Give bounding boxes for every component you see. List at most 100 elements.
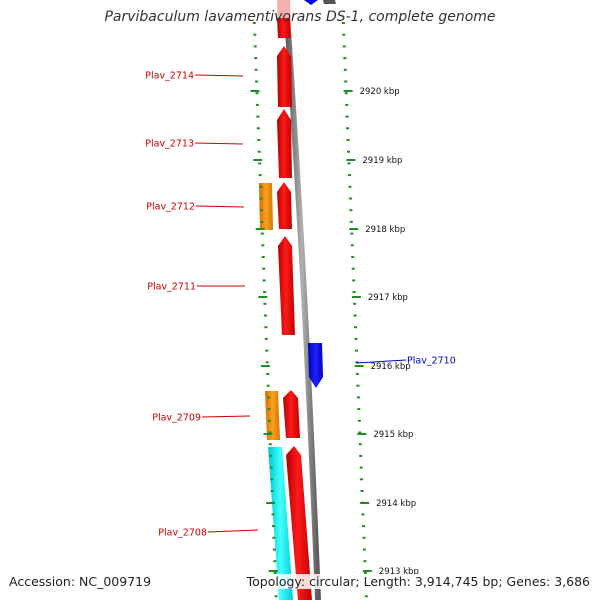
tick-label: 2914 kbp (376, 499, 416, 509)
minor-tick (268, 431, 272, 434)
minor-tick (255, 92, 259, 95)
gene-arrow-2711 (278, 236, 295, 335)
minor-tick (268, 443, 272, 446)
minor-tick (254, 68, 258, 71)
major-tick-right (354, 365, 364, 367)
minor-tick (362, 548, 366, 551)
minor-tick (262, 267, 266, 270)
minor-tick (347, 150, 350, 153)
gene-label[interactable]: Plav_2710 (407, 356, 456, 367)
gene-leader-line (201, 415, 251, 418)
minor-tick (351, 256, 355, 258)
minor-tick (346, 139, 350, 141)
minor-tick (359, 466, 363, 469)
minor-tick (342, 45, 346, 48)
minor-tick (262, 279, 266, 282)
minor-tick (259, 185, 263, 188)
gene-arrow-2712 (277, 182, 292, 229)
minor-tick (269, 466, 273, 469)
minor-tick (253, 33, 257, 36)
gene-label[interactable]: Plav_2708 (158, 528, 207, 539)
minor-tick (362, 536, 366, 539)
gene-leader-line (194, 74, 244, 77)
tick-label: 2919 kbp (362, 156, 402, 166)
gene-label[interactable]: Plav_2714 (145, 71, 194, 82)
minor-tick (343, 57, 347, 60)
major-tick-left (266, 502, 276, 504)
minor-tick (356, 384, 360, 387)
genome-backbone-top (323, 0, 336, 4)
minor-tick (258, 162, 262, 165)
major-tick-right (362, 570, 372, 572)
orange-feature-2709 (265, 391, 280, 440)
major-tick-left (258, 296, 268, 298)
minor-tick (349, 220, 353, 223)
minor-tick (364, 595, 368, 598)
minor-tick (267, 408, 271, 411)
gene-arrow-2713 (277, 109, 292, 178)
major-tick-left (260, 365, 270, 367)
genome-title: Parvibaculum lavamentivorans DS-1, compl… (104, 9, 496, 25)
right-minor-ticks (341, 22, 368, 598)
minor-tick (271, 513, 275, 516)
gene-arrow-2709 (283, 390, 300, 438)
minor-tick (353, 314, 357, 317)
minor-tick (354, 326, 357, 329)
minor-tick (266, 373, 270, 375)
gene-arrow-2708 (286, 446, 312, 600)
minor-tick (358, 443, 362, 446)
minor-tick (348, 197, 352, 200)
minor-tick (273, 560, 277, 563)
gene-arrow-top (277, 18, 291, 38)
minor-tick (260, 232, 264, 235)
kbp-axis: 2920 kbp 2919 kbp 2918 kbp 2917 kbp 2916 kbp… (250, 87, 419, 577)
minor-tick (361, 513, 365, 516)
gene-label[interactable]: Plav_2713 (145, 139, 194, 150)
minor-tick (346, 127, 350, 130)
major-tick-left (253, 159, 263, 161)
minor-tick (263, 302, 267, 305)
minor-tick (263, 291, 267, 294)
minor-tick (362, 525, 365, 528)
gene-arrow-2714 (277, 46, 292, 107)
minor-tick (261, 256, 265, 258)
minor-tick (257, 150, 261, 153)
cyan-feature (268, 447, 293, 600)
minor-tick (344, 80, 348, 83)
minor-tick (264, 314, 267, 317)
minor-tick (350, 232, 354, 235)
gene-arrow-2710 (308, 343, 323, 388)
minor-tick (350, 244, 354, 247)
minor-tick (345, 103, 349, 106)
major-tick-left (250, 90, 260, 92)
major-tick-left (263, 433, 273, 435)
gene-label[interactable]: Plav_2709 (152, 413, 201, 424)
minor-tick (352, 291, 356, 294)
gene-label[interactable]: Plav_2712 (146, 202, 195, 213)
tick-label: 2917 kbp (368, 293, 408, 303)
minor-tick (343, 68, 347, 71)
major-tick-right (351, 296, 361, 298)
minor-tick (269, 454, 273, 457)
minor-tick (357, 408, 361, 411)
minor-tick (258, 174, 262, 177)
orange-feature-2712 (259, 183, 273, 230)
tick-label: 2918 kbp (365, 225, 405, 235)
minor-tick (349, 209, 353, 212)
minor-tick (363, 571, 367, 574)
major-tick-left (255, 228, 265, 230)
minor-tick (351, 267, 355, 270)
minor-tick (272, 525, 275, 528)
minor-tick (341, 22, 345, 24)
minor-tick (355, 349, 358, 352)
top-reverse-feature (304, 0, 318, 5)
minor-tick (256, 127, 260, 130)
minor-tick (265, 361, 269, 364)
minor-tick (360, 490, 364, 492)
gene-label[interactable]: Plav_2711 (147, 282, 196, 293)
minor-tick (266, 384, 270, 387)
minor-tick (357, 419, 361, 422)
minor-tick (342, 33, 346, 36)
minor-tick (272, 536, 276, 539)
